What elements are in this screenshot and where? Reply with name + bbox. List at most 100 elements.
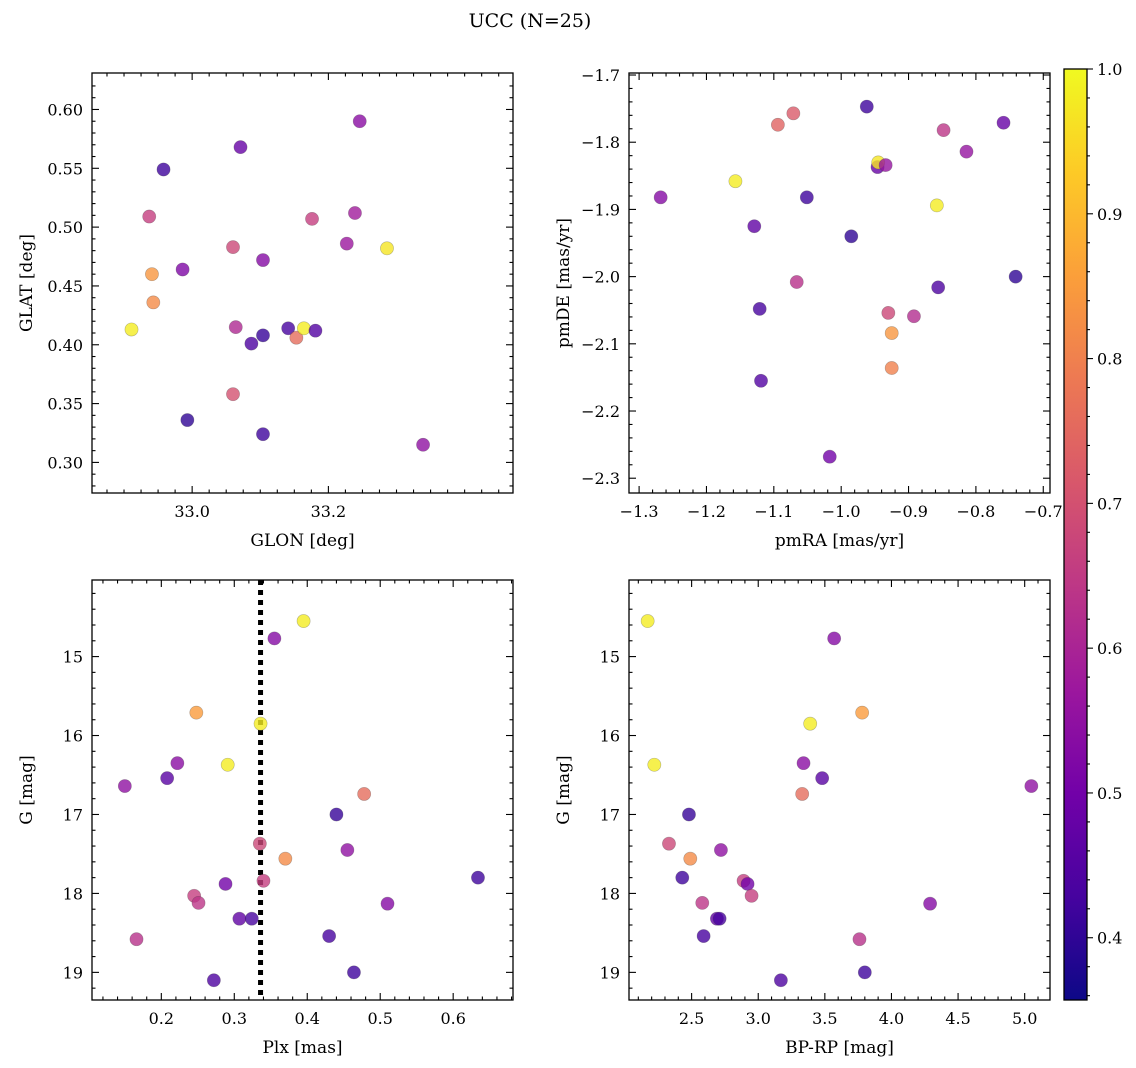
data-point [170, 756, 185, 771]
data-point [931, 280, 946, 295]
data-point [226, 240, 240, 255]
axis-ticks: −1.3 −1.2 −1.1 −1.0 −0.9 −0.8 −0.7 −2.3 −2.2 −2.1… [581, 66, 1063, 521]
data-point [789, 275, 804, 289]
data-point [256, 427, 270, 442]
data-point [156, 162, 171, 177]
data-point [647, 757, 662, 772]
y-tick-label: −1.8 [581, 133, 620, 152]
data-point [712, 911, 727, 926]
axis-ticks: 2.5 3.0 3.5 4.0 4.5 5.0 15 16 17 18 19 [600, 580, 1050, 1028]
data-point [339, 236, 354, 251]
y-tick-label: 18 [600, 884, 620, 903]
data-point [855, 705, 870, 720]
data-point [329, 807, 344, 822]
data-point [929, 198, 944, 213]
data-point [1008, 269, 1023, 284]
data-point [827, 631, 842, 646]
data-point [471, 870, 485, 885]
data-point [996, 115, 1011, 130]
data-point [744, 888, 759, 903]
data-point [675, 870, 690, 885]
colorbar-gradient [1063, 68, 1088, 1001]
panel-plx-g: 0.2 0.3 0.4 0.5 0.6 15 16 17 18 19 Plx [mas] G [mag… [17, 579, 514, 1058]
data-point [752, 301, 767, 316]
data-point [278, 851, 293, 866]
x-tick-label: 4.5 [945, 1009, 970, 1028]
data-point [859, 99, 874, 114]
data-point [799, 190, 814, 205]
x-tick-label: −1.3 [620, 502, 659, 521]
x-tick-label: 2.5 [679, 1009, 704, 1028]
x-tick-label: 4.0 [879, 1009, 904, 1028]
y-tick-label: 15 [63, 648, 83, 667]
data-point [795, 787, 810, 801]
y-axis-label: G [mag] [554, 755, 574, 824]
y-tick-label: −2.1 [581, 335, 620, 354]
y-tick-label: 15 [600, 648, 620, 667]
x-tick-label: 0.3 [222, 1009, 247, 1028]
y-tick-label: 0.35 [47, 395, 83, 414]
data-point [347, 965, 361, 980]
axes-frame [91, 579, 514, 1001]
data-point [206, 973, 221, 988]
data-point [822, 449, 837, 464]
y-tick-label: 0.55 [47, 159, 83, 178]
x-axis-label: pmRA [mas/yr] [775, 531, 904, 551]
data-point [857, 965, 872, 980]
colorbar-tick-label: 0.4 [1097, 929, 1122, 948]
x-tick-label: 3.0 [746, 1009, 771, 1028]
x-axis-label: Plx [mas] [262, 1038, 342, 1058]
data-point [226, 387, 240, 402]
data-point [124, 322, 139, 337]
data-point [936, 123, 951, 138]
y-tick-label: 19 [63, 963, 83, 982]
data-points [117, 614, 485, 988]
y-tick-label: 16 [600, 727, 620, 746]
x-tick-label: 33.0 [174, 502, 210, 521]
data-point [773, 973, 788, 988]
x-tick-label: 5.0 [1012, 1009, 1037, 1028]
colorbar-tick-label: 0.7 [1097, 494, 1122, 513]
data-point [754, 373, 768, 388]
data-point [796, 756, 811, 771]
data-point [180, 413, 195, 427]
y-tick-label: 19 [600, 963, 620, 982]
data-point [232, 911, 247, 926]
y-tick-label: −1.7 [581, 66, 620, 85]
data-point [252, 836, 267, 851]
data-point [852, 932, 867, 947]
x-tick-label: −1.0 [822, 502, 861, 521]
data-point [907, 309, 921, 324]
y-tick-label: 0.30 [47, 453, 83, 472]
data-point [308, 323, 323, 338]
x-tick-label: −0.7 [1024, 502, 1063, 521]
x-tick-label: 0.2 [149, 1009, 174, 1028]
data-point [146, 295, 161, 310]
data-point [129, 932, 144, 947]
data-point [357, 787, 372, 801]
data-point [191, 895, 206, 910]
data-point [695, 895, 710, 910]
data-point [844, 229, 859, 244]
data-point [683, 851, 698, 866]
data-point [878, 158, 893, 172]
data-point [884, 361, 899, 375]
data-point [340, 843, 355, 857]
y-tick-label: −2.2 [581, 402, 620, 421]
x-axis-label: GLON [deg] [250, 531, 354, 551]
data-point [289, 330, 304, 345]
data-point [218, 877, 233, 891]
y-tick-label: 0.50 [47, 218, 83, 237]
data-point [640, 614, 655, 628]
y-tick-label: −2.0 [581, 268, 620, 287]
data-point [189, 705, 204, 720]
data-point [296, 321, 311, 336]
data-point [959, 144, 974, 159]
colorbar-tick-label: 1.0 [1097, 60, 1122, 79]
data-point [682, 807, 696, 822]
x-tick-label: 0.6 [440, 1009, 465, 1028]
data-point [380, 241, 394, 256]
data-point [296, 614, 311, 628]
